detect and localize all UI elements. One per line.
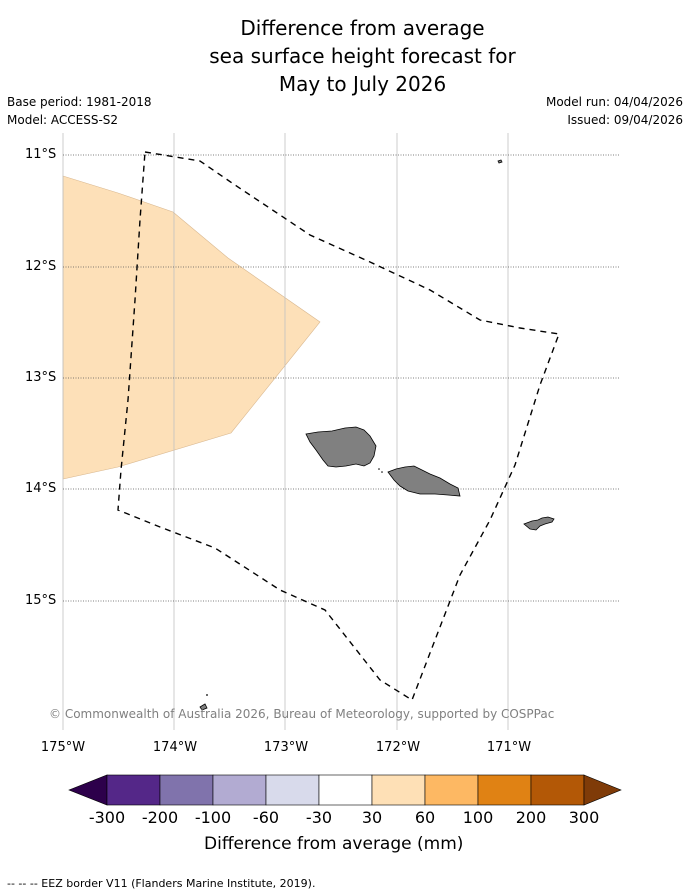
colorbar-label: 30: [361, 808, 383, 827]
colorbar-segment-1: [106, 774, 161, 806]
tutuila-island: [523, 516, 555, 531]
parallel-lines: [63, 154, 620, 602]
colorbar-label: -30: [305, 808, 333, 827]
colorbar-label: -100: [194, 808, 232, 827]
colorbar-label: 200: [515, 808, 547, 827]
colorbar-segment-9: [530, 774, 585, 806]
meridian-lines: [62, 133, 509, 730]
model-run-date: Model run: 04/04/2026: [545, 95, 683, 109]
islet-1: [378, 468, 380, 470]
anomaly-region: [62, 175, 321, 480]
small-islets: [206, 468, 383, 696]
lat-label-13s: 13°S: [25, 370, 57, 385]
colorbar-label: -200: [141, 808, 179, 827]
lon-label-171w: 171°W: [486, 740, 532, 755]
upolu-island: [387, 465, 461, 497]
colorbar-segment-4: [265, 774, 320, 806]
title-line-1: Difference from average: [240, 16, 485, 40]
colorbar-label: -60: [252, 808, 280, 827]
lat-label-12s: 12°S: [25, 259, 57, 274]
issued-date: Issued: 09/04/2026: [567, 113, 683, 127]
map-title: Difference from average sea surface heig…: [0, 14, 690, 98]
copyright-notice: © Commonwealth of Australia 2026, Bureau…: [49, 707, 555, 721]
eez-border: [117, 151, 560, 702]
model-name: Model: ACCESS-S2: [7, 113, 119, 127]
model-info: Base period: 1981-2018 Model: ACCESS-S2: [7, 95, 152, 131]
title-line-3: May to July 2026: [278, 72, 447, 96]
colorbar-label: 60: [414, 808, 436, 827]
lon-label-175w: 175°W: [40, 740, 86, 755]
land-masses: [199, 159, 555, 711]
colorbar-segment-8: [477, 774, 532, 806]
lat-label-14s: 14°S: [25, 481, 57, 496]
colorbar-title: Difference from average (mm): [204, 834, 464, 854]
colorbar-high-extension: [583, 774, 622, 806]
colorbar-label: 300: [568, 808, 600, 827]
islet-3: [206, 694, 208, 696]
lon-label-172w: 172°W: [375, 740, 421, 755]
islet-2: [381, 471, 383, 473]
colorbar-segment-6: [371, 774, 426, 806]
colorbar-segment-3: [212, 774, 267, 806]
lon-label-173w: 173°W: [263, 740, 309, 755]
base-period: Base period: 1981-2018: [7, 95, 152, 109]
lat-label-15s: 15°S: [25, 593, 57, 608]
title-line-2: sea surface height forecast for: [209, 44, 516, 68]
lat-label-11s: 11°S: [25, 147, 57, 162]
colorbar-segment-2: [159, 774, 214, 806]
colorbar-segment-5: [318, 774, 373, 806]
colorbar-label: -300: [88, 808, 126, 827]
eez-legend: -- -- -- EEZ border V11 (Flanders Marine…: [7, 877, 316, 890]
colorbar-label: 100: [462, 808, 494, 827]
lon-label-174w: 174°W: [152, 740, 198, 755]
colorbar: [68, 774, 622, 806]
swains-island: [497, 159, 503, 164]
run-info: Model run: 04/04/2026 Issued: 09/04/2026: [546, 95, 683, 131]
savaii-island: [305, 426, 377, 468]
south-islet: [199, 703, 208, 711]
colorbar-segment-7: [424, 774, 479, 806]
colorbar-low-extension: [68, 774, 108, 806]
